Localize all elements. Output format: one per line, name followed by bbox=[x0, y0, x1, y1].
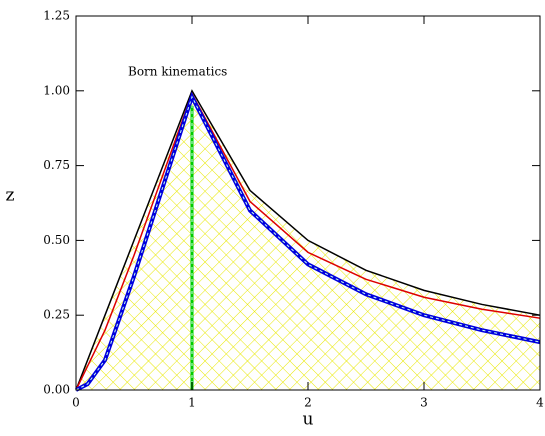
x-tick-label: 1 bbox=[188, 396, 196, 410]
line bbox=[75, 91, 541, 391]
annotation: Born kinematics bbox=[128, 65, 227, 79]
y-tick-label: 1.00 bbox=[43, 83, 70, 97]
line bbox=[75, 89, 541, 391]
x-axis-label: u bbox=[303, 410, 314, 430]
y-tick-label: 0.00 bbox=[43, 383, 70, 397]
y-tick-label: 1.25 bbox=[43, 9, 70, 23]
x-tick-label: 0 bbox=[72, 396, 80, 410]
y-tick-label: 0.50 bbox=[43, 233, 70, 247]
x-tick-label: 3 bbox=[420, 396, 428, 410]
x-tick-label: 2 bbox=[304, 396, 312, 410]
x-tick-label: 4 bbox=[536, 396, 544, 410]
y-tick-label: 0.25 bbox=[43, 308, 70, 322]
y-axis-label: z bbox=[6, 186, 15, 206]
y-tick-label: 0.75 bbox=[43, 158, 70, 172]
line-inner bbox=[75, 95, 541, 391]
